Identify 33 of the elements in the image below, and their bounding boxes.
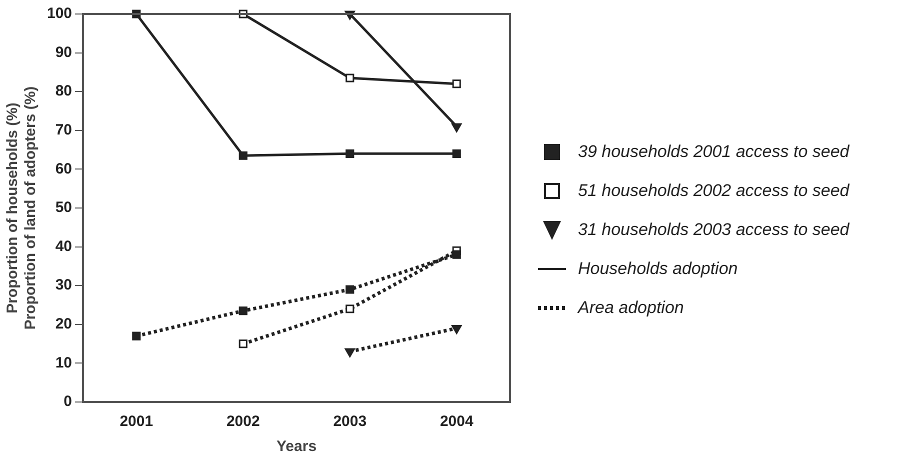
point — [132, 332, 141, 340]
y-tick-label: 80 — [55, 82, 72, 100]
legend-label: 39 households 2001 access to seed — [578, 142, 850, 162]
y-axis-title: Proportion of households (%) Proportion of land of adopters (%) — [4, 86, 40, 330]
y-tick-label: 70 — [55, 122, 72, 139]
point — [346, 74, 354, 82]
y-tick-label: 100 — [46, 5, 72, 22]
x-tick-label: 2002 — [226, 413, 260, 430]
y-tick-label: 30 — [55, 276, 72, 294]
point — [238, 151, 248, 160]
x-axis-title: Years — [276, 438, 317, 456]
point — [346, 285, 354, 294]
x-tick-label: 2001 — [120, 413, 154, 430]
point — [452, 250, 461, 259]
y-tick-label: 40 — [55, 238, 72, 255]
point — [452, 80, 461, 88]
text: Households adoption — [578, 259, 738, 279]
point — [238, 306, 248, 316]
y-tick-label: 20 — [55, 316, 72, 333]
point — [346, 304, 354, 314]
y-tick-label: 50 — [55, 199, 72, 216]
x-tick-label: 2004 — [440, 413, 474, 430]
x-tick-label: 2003 — [333, 413, 367, 430]
point — [346, 149, 354, 158]
legend-label: 31 households 2003 access to seed — [578, 220, 850, 240]
legend-label: 51 households 2002 access to seed — [578, 181, 850, 201]
y-tick-label: 60 — [55, 160, 72, 178]
text: Area adoption — [578, 298, 684, 318]
point — [238, 340, 248, 348]
point — [452, 149, 461, 158]
y-tick-label: 10 — [55, 354, 72, 372]
y-tick-label: 0 — [64, 393, 72, 410]
y-tick-label: 90 — [55, 44, 72, 61]
